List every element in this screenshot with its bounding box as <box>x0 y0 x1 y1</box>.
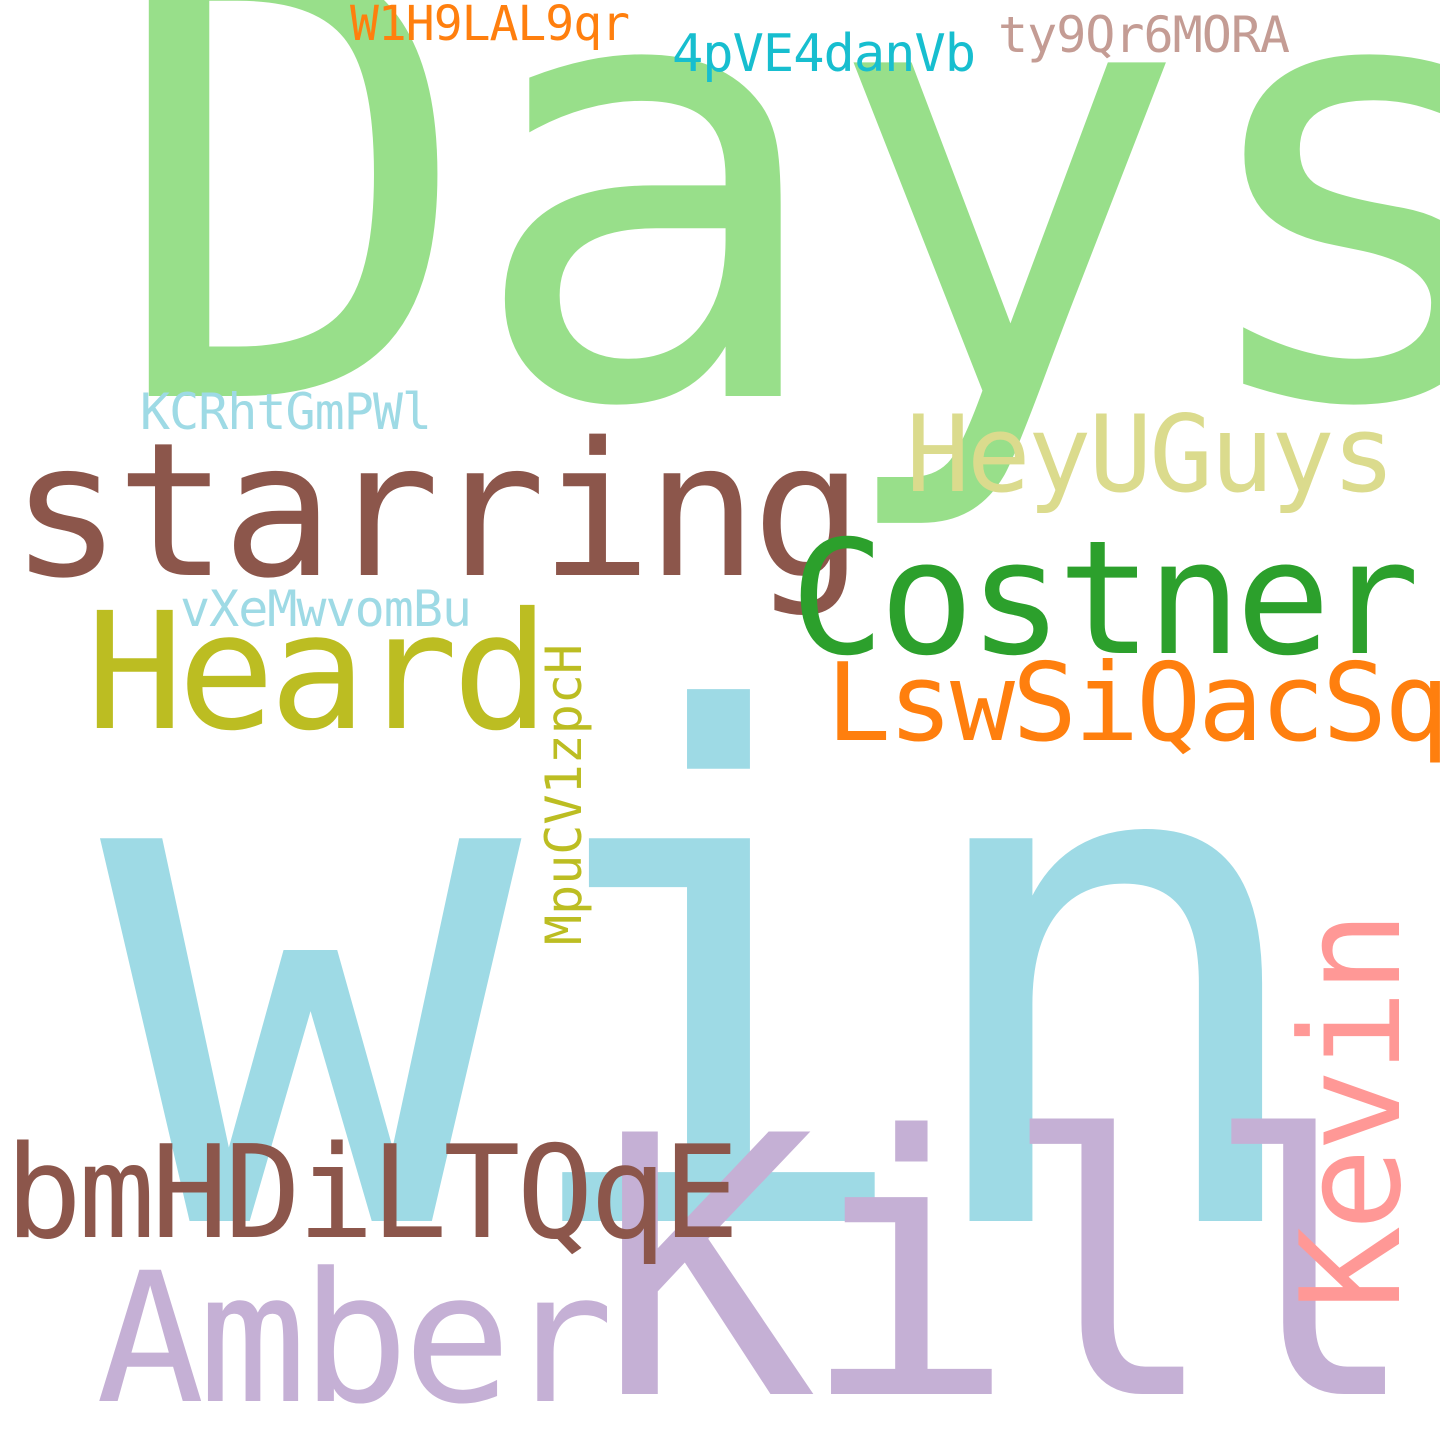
word-amber: Amber <box>96 1235 614 1440</box>
word-kcrhtgmpwl: KCRhtGmPWl <box>140 383 432 441</box>
word-bmhditltqqe: bmHDiLTQqE <box>5 1119 740 1268</box>
word-heyuguys: HeyUGuys <box>906 393 1396 516</box>
word-win: win <box>100 572 1324 1387</box>
word-lswsiqacsq: LswSiQacSq <box>826 641 1440 766</box>
word-heard: Heard <box>86 579 550 767</box>
word-kill: Kill <box>598 1060 1420 1440</box>
word-4pve4danvb: 4pVE4danVb <box>672 24 976 84</box>
word-starring: starring <box>10 402 864 619</box>
word-ty9qr6mora: ty9Qr6MORA <box>998 6 1290 64</box>
word-vxemwvombu: vXeMwvomBu <box>180 580 472 638</box>
word-w1h9lal9qr: W1H9LAL9qr <box>350 0 630 52</box>
word-mpucv1zpch: MpuCV1zpcH <box>535 643 593 945</box>
word-costner: Costner <box>790 507 1420 691</box>
word-kevin: Kevin <box>1271 914 1432 1310</box>
word-days: Days <box>108 0 1440 540</box>
